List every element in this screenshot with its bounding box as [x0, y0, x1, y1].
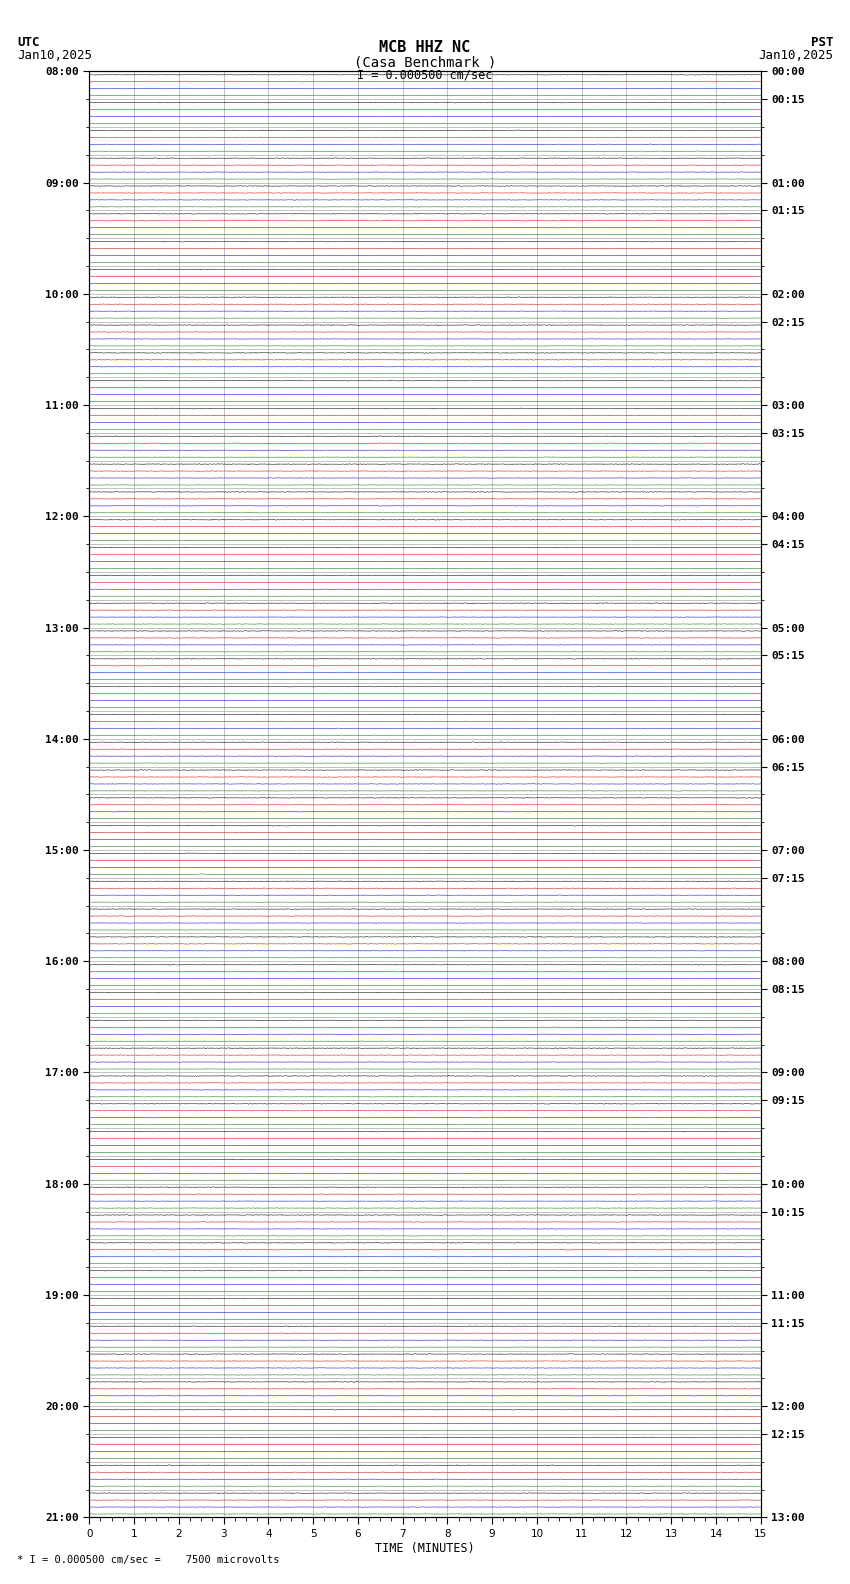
Text: Jan10,2025: Jan10,2025 [17, 49, 92, 62]
Text: PST: PST [811, 36, 833, 49]
Text: * I = 0.000500 cm/sec =    7500 microvolts: * I = 0.000500 cm/sec = 7500 microvolts [17, 1555, 280, 1565]
Text: Jan10,2025: Jan10,2025 [758, 49, 833, 62]
Text: MCB HHZ NC: MCB HHZ NC [379, 40, 471, 54]
X-axis label: TIME (MINUTES): TIME (MINUTES) [375, 1543, 475, 1555]
Text: UTC: UTC [17, 36, 39, 49]
Text: I = 0.000500 cm/sec: I = 0.000500 cm/sec [357, 68, 493, 81]
Text: (Casa Benchmark ): (Casa Benchmark ) [354, 55, 496, 70]
